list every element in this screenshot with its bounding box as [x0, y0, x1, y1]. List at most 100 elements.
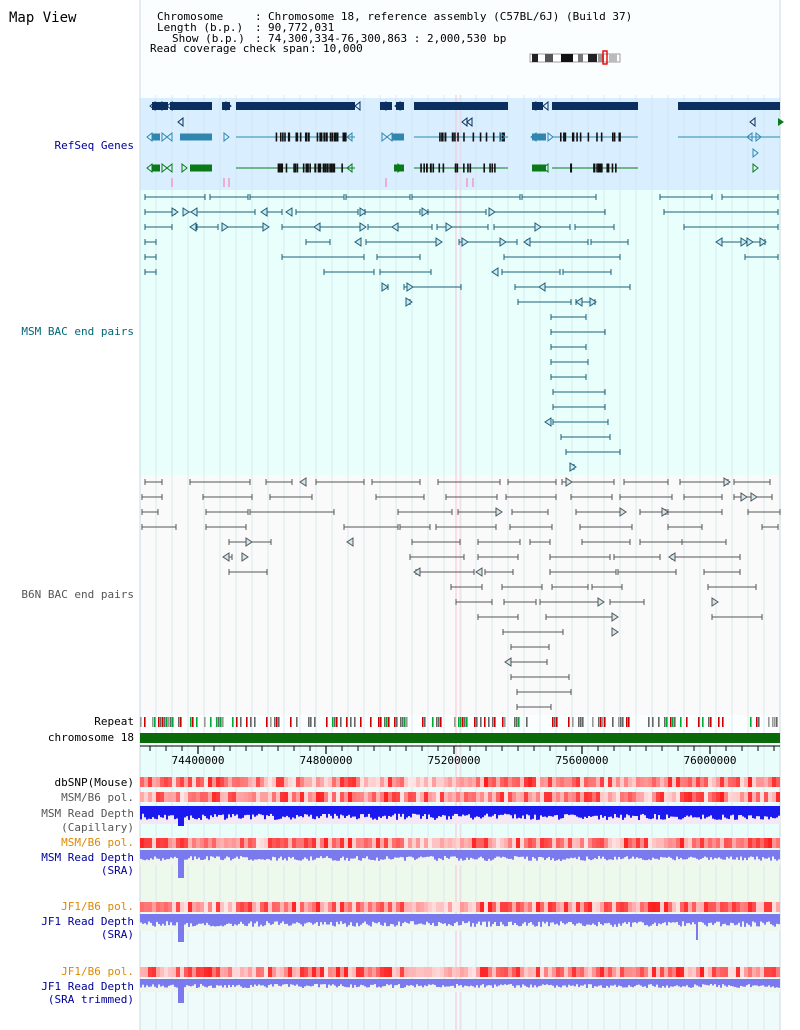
- depth-bar: [418, 914, 420, 924]
- depth-bar: [352, 914, 354, 927]
- depth-bar: [228, 979, 230, 985]
- msm-bac-track[interactable]: [144, 194, 779, 472]
- depth-bar: [272, 806, 274, 816]
- repeat-track[interactable]: [140, 717, 778, 727]
- depth-bar: [334, 806, 336, 814]
- b6n-bac-track[interactable]: [141, 477, 781, 710]
- depth-bar: [520, 850, 522, 857]
- repeat-element: [686, 717, 688, 727]
- depth-bar: [546, 914, 548, 922]
- depth-bar: [436, 914, 438, 926]
- heat-cell: [608, 792, 612, 802]
- heat-cell: [448, 777, 452, 787]
- depth-bar: [288, 979, 290, 987]
- heat-cell: [412, 838, 416, 848]
- chromosome-bar[interactable]: [140, 733, 780, 743]
- depth-bar: [318, 979, 320, 988]
- gene-strand-arrow: [466, 116, 473, 128]
- repeat-element: [160, 717, 162, 727]
- chromosome-ideogram[interactable]: [529, 50, 621, 65]
- track-label-msm-b6-pol-2[interactable]: MSM/B6 pol.: [61, 836, 134, 849]
- heat-cell: [592, 792, 596, 802]
- track-label-chromosome[interactable]: chromosome 18: [48, 731, 134, 744]
- heat-cell: [480, 967, 484, 977]
- depth-bar: [264, 806, 266, 820]
- heat-cell: [424, 838, 428, 848]
- track-label-msm-depth-sra-1[interactable]: MSM Read Depth: [41, 851, 134, 864]
- depth-bar: [330, 806, 332, 816]
- track-label-msm-depth-cap-1[interactable]: MSM Read Depth: [41, 807, 134, 820]
- depth-bar: [316, 914, 318, 923]
- heat-cell: [212, 902, 216, 912]
- heat-tracks[interactable]: [140, 777, 780, 1003]
- heat-cell: [480, 838, 484, 848]
- depth-bar: [500, 806, 502, 815]
- gene-block-row3: [532, 133, 546, 141]
- refseq-genes-track[interactable]: [146, 100, 784, 187]
- track-label-msm-b6-pol[interactable]: MSM/B6 pol.: [61, 791, 134, 804]
- heat-cell: [692, 902, 696, 912]
- track-label-msm-bac[interactable]: MSM BAC end pairs: [21, 325, 134, 338]
- gene-exon: [454, 163, 457, 173]
- depth-bar: [758, 806, 760, 817]
- heat-cell: [268, 777, 272, 787]
- depth-bar: [222, 979, 224, 988]
- heat-cell: [452, 902, 456, 912]
- depth-bar: [392, 914, 394, 925]
- depth-bar: [216, 914, 218, 927]
- depth-bar: [412, 850, 414, 858]
- heat-cell: [156, 902, 160, 912]
- b6n-bac-arrow: [750, 492, 758, 502]
- track-label-dbsnp[interactable]: dbSNP(Mouse): [55, 776, 134, 789]
- heat-cell: [568, 838, 572, 848]
- heat-cell: [740, 838, 744, 848]
- depth-bar: [762, 979, 764, 986]
- depth-bar: [366, 979, 368, 988]
- gene-exon: [501, 132, 504, 142]
- track-label-jf1-depth-trim-1[interactable]: JF1 Read Depth: [41, 980, 134, 993]
- heat-cell: [224, 902, 228, 912]
- heat-cell: [164, 967, 168, 977]
- heat-cell: [184, 902, 188, 912]
- track-label-jf1-b6-pol[interactable]: JF1/B6 pol.: [61, 900, 134, 913]
- heat-cell: [308, 838, 312, 848]
- heat-cell: [464, 777, 468, 787]
- heat-cell: [352, 792, 356, 802]
- depth-bar: [738, 806, 740, 816]
- depth-bar: [456, 979, 458, 984]
- left-panel: [0, 0, 140, 1030]
- depth-bar: [534, 979, 536, 986]
- heat-cell: [280, 967, 284, 977]
- heat-cell: [772, 777, 776, 787]
- depth-bar: [206, 850, 208, 857]
- gene-exon: [420, 163, 422, 173]
- repeat-element: [378, 717, 380, 727]
- repeat-element: [190, 717, 192, 727]
- depth-bar: [704, 979, 706, 985]
- heat-cell: [580, 777, 584, 787]
- depth-bar: [670, 914, 672, 923]
- track-label-jf1-b6-pol-2[interactable]: JF1/B6 pol.: [61, 965, 134, 978]
- track-label-refseq[interactable]: RefSeq Genes: [55, 139, 134, 152]
- depth-bar: [284, 850, 286, 859]
- track-label-b6n-bac[interactable]: B6N BAC end pairs: [21, 588, 134, 601]
- track-label-repeat[interactable]: Repeat: [94, 715, 134, 728]
- depth-bar: [472, 850, 474, 859]
- heat-cell: [604, 967, 608, 977]
- gene-block-row1: [414, 102, 508, 110]
- depth-bar: [312, 914, 314, 925]
- track-label-jf1-depth-sra-1[interactable]: JF1 Read Depth: [41, 915, 134, 928]
- heat-cell: [380, 777, 384, 787]
- depth-bar: [146, 806, 148, 820]
- heat-cell: [348, 838, 352, 848]
- depth-bar: [522, 850, 524, 857]
- heat-cell: [408, 777, 412, 787]
- heat-cell: [332, 967, 336, 977]
- depth-bar: [642, 979, 644, 987]
- heat-cell: [400, 967, 404, 977]
- depth-bar: [318, 914, 320, 926]
- depth-bar: [210, 914, 212, 927]
- depth-bar: [348, 806, 350, 815]
- gene-exon: [479, 132, 482, 142]
- repeat-element: [164, 717, 166, 727]
